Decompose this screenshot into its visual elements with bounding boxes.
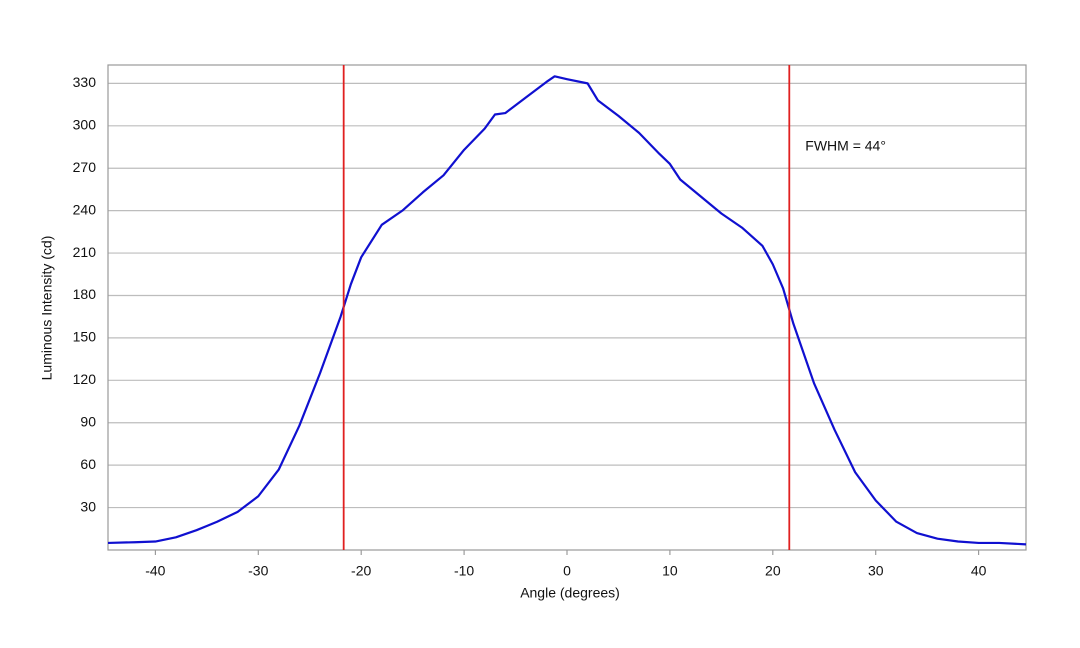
- y-tick-label: 270: [73, 159, 97, 175]
- x-tick-label: 0: [563, 563, 571, 579]
- y-tick-label: 90: [80, 413, 96, 429]
- data-line: [107, 75, 1027, 546]
- y-tick-label: 60: [80, 456, 96, 472]
- x-tick-label: 10: [662, 563, 678, 579]
- x-tick-label: 30: [868, 563, 884, 579]
- y-tick-label: 30: [80, 498, 96, 514]
- x-tick-label: 40: [971, 563, 987, 579]
- x-tick-label: 20: [765, 563, 781, 579]
- x-axis-label: Angle (degrees): [520, 585, 620, 601]
- x-tick-label: -40: [145, 563, 165, 579]
- y-tick-label: 150: [73, 329, 97, 345]
- y-tick-label: 210: [73, 244, 97, 260]
- x-tick-label: -30: [248, 563, 268, 579]
- y-tick-label: 240: [73, 201, 97, 217]
- plot-border: [107, 64, 1027, 551]
- x-tick-label: -10: [454, 563, 474, 579]
- y-tick-label: 180: [73, 286, 97, 302]
- annotation: FWHM = 44°: [805, 138, 886, 154]
- x-tick-label: -20: [351, 563, 371, 579]
- y-tick-label: 300: [73, 117, 97, 133]
- y-axis-label: Luminous Intensity (cd): [39, 236, 55, 381]
- y-tick-label: 330: [73, 74, 97, 90]
- y-tick-label: 120: [73, 371, 97, 387]
